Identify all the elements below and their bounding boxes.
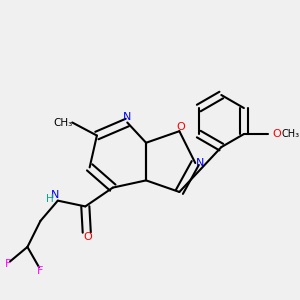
Text: N: N — [51, 190, 60, 200]
Text: O: O — [272, 129, 281, 139]
Text: O: O — [84, 232, 93, 242]
Text: CH₃: CH₃ — [281, 129, 299, 139]
Text: F: F — [4, 259, 11, 269]
Text: H: H — [46, 194, 54, 204]
Text: CH₃: CH₃ — [53, 118, 72, 128]
Text: F: F — [37, 266, 44, 276]
Text: O: O — [176, 122, 185, 132]
Text: N: N — [196, 158, 205, 168]
Text: N: N — [123, 112, 131, 122]
